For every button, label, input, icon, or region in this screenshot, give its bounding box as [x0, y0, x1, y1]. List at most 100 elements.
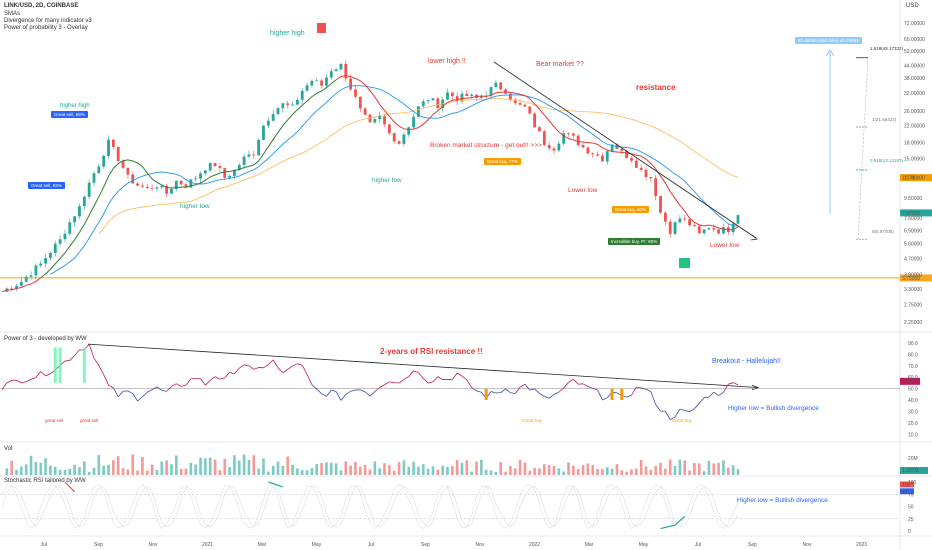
- box-great-buy-77[interactable]: Great buy, 77%: [484, 158, 521, 165]
- rsi-segment: [582, 383, 589, 387]
- volume-bar: [702, 471, 706, 475]
- rsi-segment: [35, 371, 42, 378]
- rsi-segment: [636, 386, 642, 389]
- candle-body: [489, 87, 493, 96]
- indicator-sma[interactable]: SMAs: [4, 11, 21, 17]
- box-target[interactable]: 40.45899 (550.84%) 40.45899: [795, 37, 862, 44]
- rsi-segment: [466, 379, 473, 388]
- box-great-sell-83[interactable]: Great sell, 83%: [28, 182, 65, 189]
- candle-body: [184, 184, 188, 188]
- rsi-segment: [374, 387, 380, 392]
- candle-body: [271, 114, 275, 121]
- volume-bar: [451, 466, 454, 475]
- volume-bar: [73, 464, 76, 475]
- support-line: 3.75000: [0, 274, 932, 282]
- volume-bar: [538, 468, 541, 475]
- candle-body: [208, 162, 212, 171]
- candle-body: [431, 98, 435, 101]
- indicator-divergence[interactable]: Divergence for many indicator v3: [4, 18, 92, 24]
- candle-body: [436, 98, 440, 109]
- support-price-tag: [900, 274, 932, 282]
- volume-bar: [213, 459, 217, 475]
- rsi-segment: [205, 379, 211, 386]
- volume-bar: [291, 464, 294, 475]
- time-tick-1: Sep: [94, 542, 103, 548]
- ann-resistance: resistance: [636, 83, 676, 92]
- candle-body: [407, 127, 411, 135]
- candle-body: [567, 133, 570, 135]
- volume-bar: [208, 457, 212, 475]
- rsi-segment: [156, 386, 163, 391]
- buy-marker: [679, 258, 690, 268]
- box-great-sell-88[interactable]: Great sell, 88%: [51, 111, 88, 118]
- price-tick-13: 6.50000: [904, 228, 922, 234]
- time-tick-15: 2023: [856, 542, 867, 548]
- box-great-buy-80[interactable]: Great buy, 80%: [612, 206, 649, 213]
- fib-0-label: 0(5.87408): [872, 229, 894, 234]
- rsi-tick-1: 80.0: [908, 352, 918, 358]
- rsi-segment: [728, 382, 734, 385]
- candle-body: [562, 133, 566, 144]
- rsi-segment: [137, 396, 143, 402]
- candle-body: [107, 139, 110, 156]
- volume-bar: [489, 470, 493, 475]
- candle-body: [58, 239, 62, 244]
- candle-body: [697, 226, 701, 234]
- volume-bar: [518, 460, 522, 475]
- candle-body: [247, 154, 251, 157]
- volume-pane-title[interactable]: Vol: [4, 446, 13, 452]
- volume-bar: [664, 468, 667, 475]
- volume-bar: [49, 465, 52, 475]
- volume-bar: [431, 466, 435, 475]
- candle-body: [150, 187, 154, 189]
- price-tick-16: 3.90000: [904, 273, 922, 279]
- candle-body: [126, 167, 130, 175]
- rsi-segment: [171, 383, 177, 387]
- candle-body: [237, 164, 241, 170]
- rsi-segment: [553, 391, 560, 395]
- price-tick-8: 18.00000: [904, 141, 925, 147]
- volume-bar: [242, 454, 246, 475]
- rsi-segment: [674, 408, 681, 418]
- rsi-segment: [181, 384, 187, 387]
- rsi-segment: [117, 390, 124, 398]
- rsi-segment: [476, 390, 482, 393]
- time-tick-7: Sep: [421, 542, 430, 548]
- price-axis: 72.00000 60.00000 52.00000 44.00000 38.00000…: [904, 21, 925, 535]
- stoch-pane-title[interactable]: Stochastic RSI tailored by WW: [4, 478, 86, 484]
- volume-bar: [92, 467, 96, 475]
- sma-short-red-early: [1, 277, 42, 293]
- volume-bar: [562, 471, 565, 475]
- price-tick-0: 72.00000: [904, 21, 925, 27]
- volume-bar: [281, 465, 285, 475]
- rsi-segment: [282, 369, 288, 374]
- price-tick-4: 38.00000: [904, 76, 925, 82]
- rsi-segment: [437, 376, 443, 380]
- volume-bar: [591, 465, 595, 475]
- box-incredible-buy[interactable]: Incredible buy, Pr: 80%: [608, 238, 661, 245]
- candle-body: [228, 175, 231, 178]
- rsi-segment: [350, 389, 356, 392]
- volume-bar: [267, 471, 270, 475]
- volume-bar: [673, 465, 677, 475]
- volume-bar: [223, 458, 227, 475]
- volume-bar: [697, 463, 701, 475]
- candle-body: [145, 186, 149, 188]
- candle-body: [513, 99, 517, 104]
- indicator-power-overlay[interactable]: Power of probability 3 - Overlay: [4, 25, 88, 31]
- candle-body: [310, 80, 314, 86]
- candle-body: [363, 108, 367, 115]
- candle-body: [315, 80, 319, 82]
- volume-bar: [722, 460, 725, 475]
- candle-body: [291, 104, 294, 106]
- candle-body: [116, 146, 120, 162]
- rsi-segment: [602, 397, 608, 401]
- candle-body: [92, 173, 96, 183]
- candle-body: [596, 154, 599, 156]
- rsi-segment: [655, 404, 661, 412]
- rsi-segment: [316, 388, 322, 394]
- ann-broken-structure: Broken market structure - get out!! >>>: [430, 142, 542, 149]
- ann-rsi-resistance: 2-years of RSI resistance !!: [380, 347, 483, 356]
- rsi-pane-title[interactable]: Power of 3 - developed by WW: [4, 336, 87, 342]
- candle-body: [131, 174, 135, 184]
